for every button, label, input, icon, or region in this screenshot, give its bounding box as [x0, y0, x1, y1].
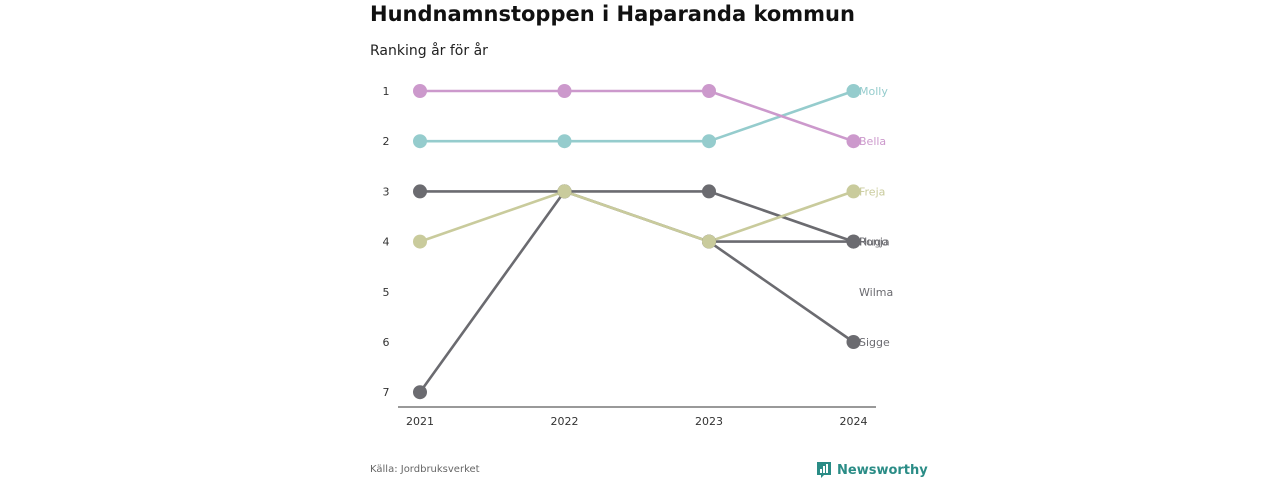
data-point-bella [557, 84, 572, 98]
y-axis-ticks: 1 2 3 4 5 6 7 [383, 85, 390, 399]
x-axis: 2021 2022 2023 2024 [398, 406, 876, 428]
y-tick-label: 4 [383, 236, 390, 249]
data-point-freja [846, 184, 861, 199]
y-tick-label: 3 [383, 185, 390, 198]
y-tick-label: 1 [383, 85, 390, 98]
brand-logo: Newsworthy [816, 461, 928, 479]
x-tick-label: 2024 [840, 415, 868, 428]
data-point-hugo [413, 184, 427, 199]
y-tick-label: 7 [383, 386, 390, 399]
data-point-molly [413, 134, 427, 149]
series-label-ronja: Ronja [859, 236, 890, 249]
data-point-sigge [413, 385, 427, 400]
data-point-freja [413, 234, 427, 249]
series-label-molly: Molly [859, 85, 888, 98]
x-tick-label: 2021 [406, 415, 434, 428]
data-point-sigge [846, 335, 861, 349]
y-tick-label: 5 [383, 286, 390, 299]
source-note: Källa: Jordbruksverket [370, 464, 480, 475]
x-tick-label: 2022 [551, 415, 579, 428]
series-label-hugo: Hugo [859, 236, 888, 249]
x-tick-label: 2023 [695, 415, 723, 428]
y-tick-label: 6 [383, 336, 390, 349]
data-point-bella [413, 84, 427, 98]
data-point-hugo [702, 184, 716, 199]
series-line-sigge [418, 190, 855, 394]
series-label-bella: Bella [859, 135, 886, 148]
series-label-sigge: Sigge [859, 336, 890, 349]
data-point-ronja [846, 234, 861, 249]
series-line-molly [418, 89, 855, 143]
data-point-bella [702, 84, 716, 98]
brand-name: Newsworthy [837, 462, 928, 478]
series-label-freja: Freja [859, 185, 885, 198]
series-points [413, 84, 861, 400]
data-point-molly [846, 84, 861, 98]
y-tick-label: 2 [383, 135, 390, 148]
data-point-bella [846, 134, 861, 149]
chart-title: Hundnamnstoppen i Haparanda kommun [370, 2, 855, 26]
series-line-freja [418, 190, 855, 243]
data-point-freja [702, 234, 716, 249]
data-point-molly [557, 134, 572, 149]
data-point-freja [557, 184, 572, 199]
series-end-labels: Molly Bella Freja Hugo Wilma Sigge Ronja [859, 85, 893, 349]
chart-subtitle: Ranking år för år [370, 43, 488, 59]
series-line-bella [418, 89, 855, 143]
series-lines [418, 89, 855, 394]
bar-chart-icon [817, 462, 831, 478]
data-point-molly [702, 134, 716, 149]
series-label-wilma: Wilma [859, 286, 893, 299]
